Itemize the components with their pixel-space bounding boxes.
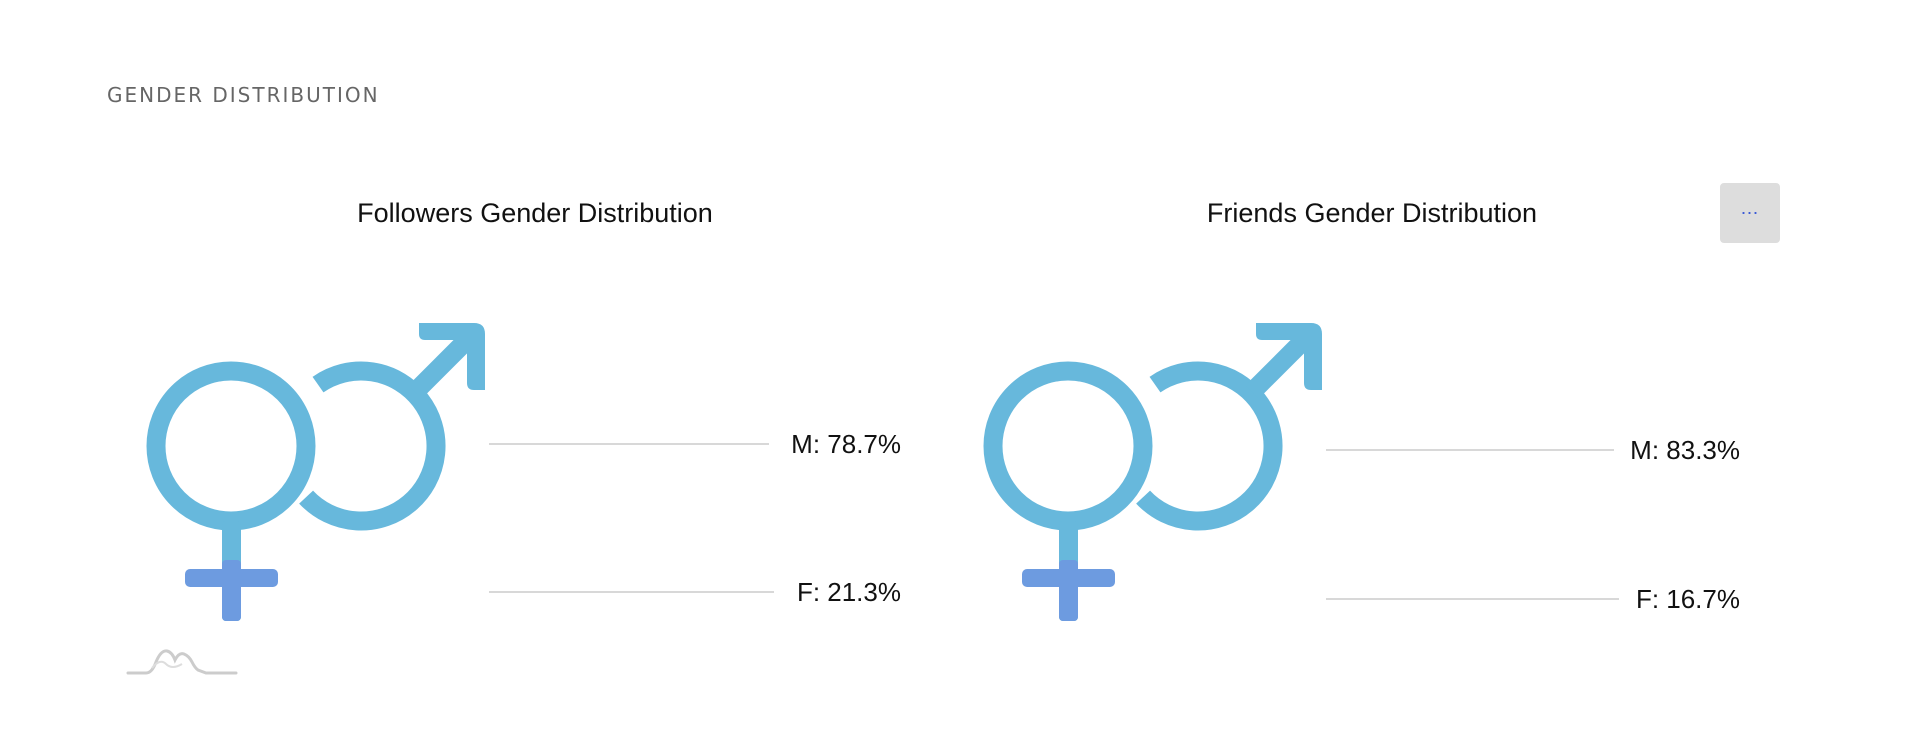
chart-menu-button[interactable]: ⋯ — [1720, 183, 1780, 243]
chart-logo-icon — [126, 649, 238, 675]
followers-gender-chart: Followers Gender Distribution M: 78.7% F:… — [115, 0, 955, 752]
chart-plot: M: 78.7% F: 21.3% — [146, 323, 901, 621]
more-dots-icon: ⋯ — [1740, 202, 1760, 223]
chart-title: Followers Gender Distribution — [357, 198, 713, 228]
section-title: GENDER DISTRIBUTION — [107, 83, 380, 107]
male-value-label: M: 83.3% — [1630, 435, 1740, 465]
male-symbol-icon — [1136, 323, 1322, 531]
chart-plot: M: 83.3% F: 16.7% — [983, 323, 1740, 621]
female-value-label: F: 21.3% — [797, 577, 901, 607]
female-value-fill — [185, 560, 278, 621]
male-symbol-icon — [299, 323, 485, 531]
chart-title: Friends Gender Distribution — [1206, 198, 1538, 228]
female-value-label: F: 16.7% — [1636, 584, 1740, 614]
male-value-label: M: 78.7% — [791, 429, 901, 459]
friends-gender-chart: Friends Gender Distribution M: 83.3% F: 1… — [952, 0, 1792, 752]
female-value-fill — [1022, 560, 1115, 621]
